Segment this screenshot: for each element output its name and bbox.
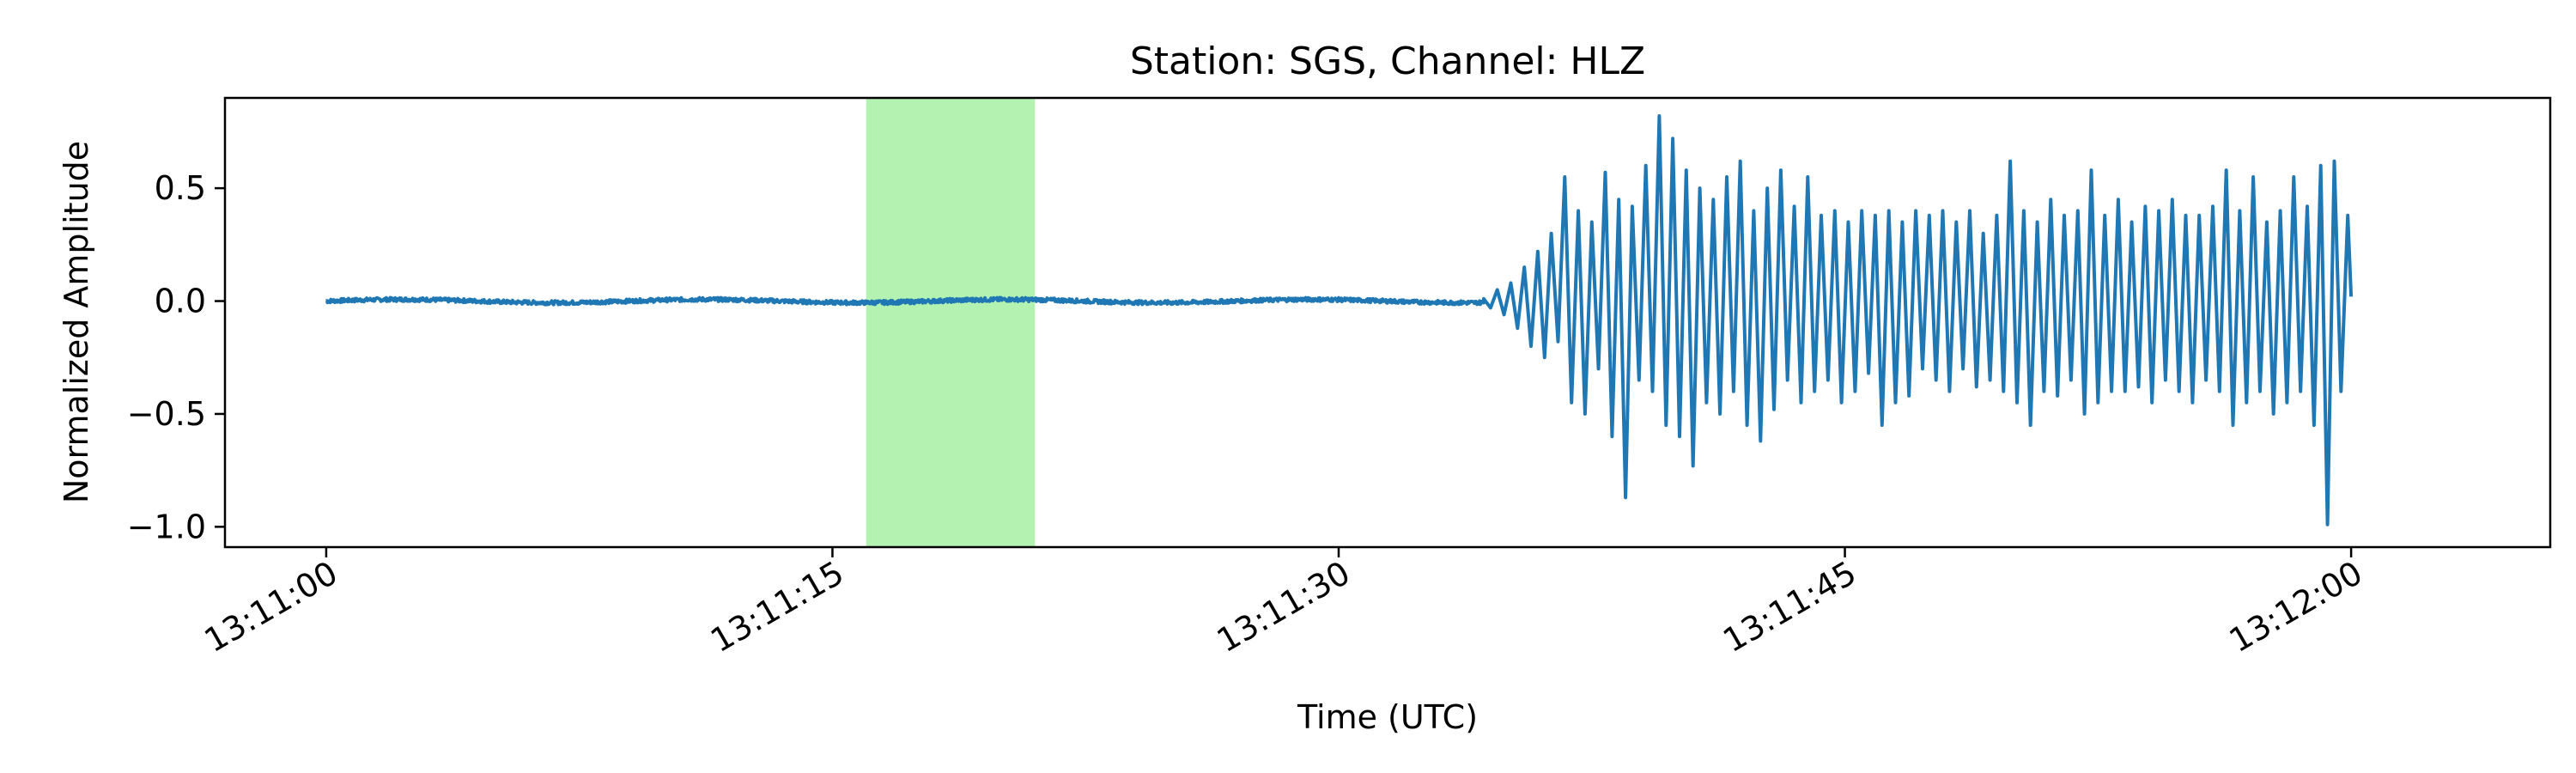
- y-tick-label: −1.0: [127, 508, 206, 545]
- x-tick-label: 13:11:15: [704, 554, 850, 660]
- waveform-line: [325, 114, 2354, 526]
- y-tick-label: 0.0: [155, 283, 206, 320]
- plot-frame: [223, 96, 2552, 549]
- x-tick-label: 13:11:00: [198, 554, 344, 660]
- y-tick-label: 0.5: [155, 169, 206, 207]
- x-axis-label: Time (UTC): [1297, 698, 1478, 736]
- y-tick-label: −0.5: [127, 395, 206, 433]
- x-tick-label: 13:12:00: [2223, 554, 2369, 660]
- y-axis-label: Normalized Amplitude: [58, 141, 95, 503]
- chart-title: Station: SGS, Channel: HLZ: [1130, 40, 1645, 83]
- x-tick-label: 13:11:30: [1211, 554, 1357, 660]
- x-tick-label: 13:11:45: [1716, 554, 1862, 660]
- highlight-window: [866, 98, 1036, 547]
